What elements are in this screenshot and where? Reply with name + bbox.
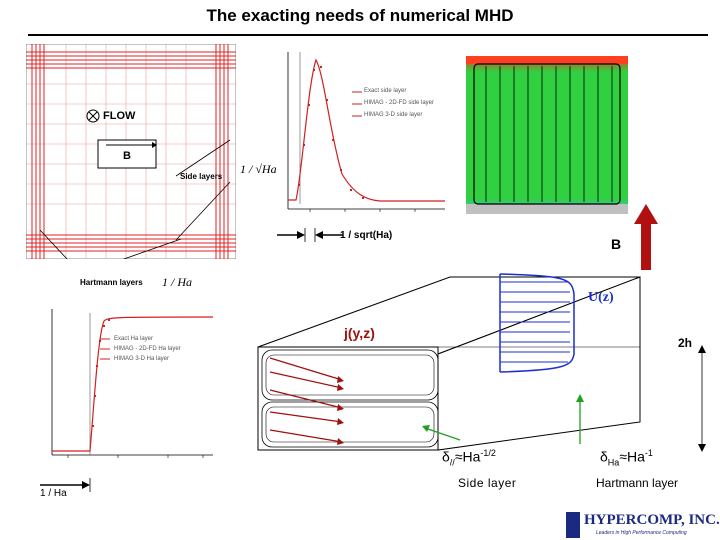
ha-exponent: -1: [644, 448, 653, 458]
side-layers-scale: 1 / √Ha: [240, 162, 277, 176]
hartmann-scale: 1 / Ha: [162, 275, 192, 289]
ha-approx: ≈Ha: [619, 448, 645, 465]
b-field-label: B: [611, 236, 622, 252]
hartmann-width-label: 1 / Ha: [40, 488, 67, 499]
mesh-diagram: [26, 44, 236, 259]
duct-3d: [257, 273, 706, 452]
current-label: j(y,z): [344, 325, 375, 341]
side-width-label: 1 / sqrt(Ha): [340, 230, 393, 241]
hartmann-layer-label: Hartmann layer: [596, 476, 679, 490]
flow-label: FLOW: [101, 110, 138, 122]
velocity-contour: [466, 56, 628, 214]
logo-name: HYPERCOMP, INC.: [584, 512, 720, 528]
hartmann-curve: [52, 316, 214, 452]
hartmann-layer-thickness: δHa≈Ha-1: [600, 448, 653, 467]
hartmann-legend-1: Exact Ha layer: [114, 336, 154, 342]
hartmann-legend-2: HIMAG - 2D-FD Ha layer: [114, 346, 181, 352]
hartmann-width-arrows: [40, 478, 91, 492]
title-underline: [28, 34, 708, 36]
hartmann-layers-label: Hartmann layers: [80, 278, 143, 287]
ha-delta-sub: Ha: [607, 457, 620, 468]
side-exponent: -1/2: [480, 448, 496, 458]
b-field-arrow: [634, 204, 658, 270]
velocity-label: U(z): [588, 290, 614, 305]
side-layer-curve: [288, 58, 445, 202]
side-layer-thickness: δ//≈Ha-1/2: [442, 448, 496, 467]
side-legend-3: HIMAG 3-D side layer: [364, 112, 423, 118]
logo-mark: [566, 512, 580, 538]
ha-delta: δ: [600, 448, 608, 465]
side-legend-1: Exact side layer: [364, 88, 407, 94]
slide-title: The exacting needs of numerical MHD: [206, 6, 514, 25]
mesh-b-label: B: [123, 150, 131, 162]
hartmann-plot: [51, 309, 214, 458]
side-delta-sub: //: [449, 457, 455, 468]
hartmann-legend-3: HIMAG 3-D Ha layer: [114, 356, 170, 362]
side-delta: δ: [442, 448, 450, 465]
velocity-profile: [499, 273, 575, 373]
side-layers-label: Side layers: [180, 172, 223, 181]
side-legend-2: HIMAG - 2D-FD side layer: [364, 100, 435, 106]
hypercomp-logo: HYPERCOMP, INC. Leaders in High Performa…: [566, 512, 720, 538]
side-layer-plot: [287, 52, 445, 212]
side-approx: ≈Ha: [454, 448, 481, 465]
logo-tagline: Leaders in High Performance Computing: [596, 530, 687, 536]
height-label: 2h: [678, 336, 693, 350]
side-width-arrows: [277, 228, 343, 242]
side-layer-label: Side layer: [458, 476, 517, 490]
